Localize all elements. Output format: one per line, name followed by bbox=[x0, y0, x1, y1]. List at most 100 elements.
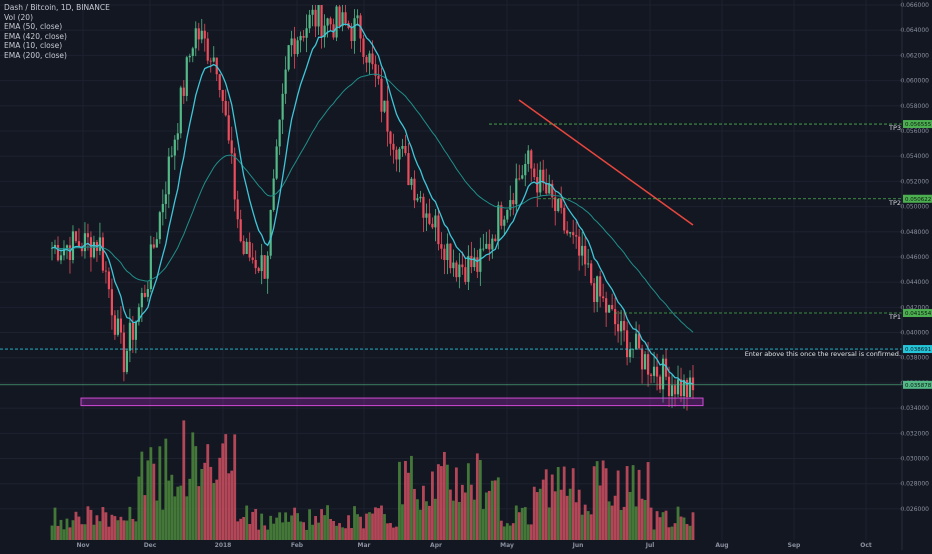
volume-bar bbox=[652, 529, 656, 540]
candle-body bbox=[338, 6, 341, 27]
legend-ema10[interactable]: EMA (10, close) bbox=[4, 41, 63, 51]
candle-body bbox=[77, 241, 81, 248]
volume-bar bbox=[344, 528, 347, 540]
candle-body bbox=[386, 100, 389, 132]
volume-bar bbox=[155, 500, 159, 540]
y-tick-label: 0.058000 bbox=[900, 103, 929, 110]
volume-bar bbox=[589, 514, 593, 540]
volume-bar bbox=[278, 512, 282, 540]
volume-bar bbox=[107, 526, 111, 540]
candle-body bbox=[356, 15, 359, 19]
candle-body bbox=[596, 276, 599, 303]
volume-bar bbox=[164, 438, 168, 540]
candle-body bbox=[80, 247, 84, 252]
volume-bar bbox=[362, 528, 365, 540]
volume-bar bbox=[655, 511, 659, 540]
y-tick-label: 0.042000 bbox=[900, 304, 929, 311]
candle-body bbox=[230, 140, 233, 154]
candle-body bbox=[185, 57, 188, 96]
legend-ema50[interactable]: EMA (50, close) bbox=[4, 22, 63, 32]
volume-bar bbox=[116, 520, 120, 540]
x-tick-label: Dec bbox=[144, 542, 157, 549]
candle-body bbox=[593, 283, 596, 303]
candle-body bbox=[542, 169, 545, 183]
volume-bar bbox=[119, 516, 123, 540]
y-tick-label: 0.064000 bbox=[900, 27, 929, 34]
candle-body bbox=[401, 145, 404, 149]
volume-bar bbox=[131, 518, 135, 540]
volume-bar bbox=[496, 477, 500, 540]
volume-bar bbox=[392, 527, 395, 540]
x-tick-label: Jul bbox=[645, 542, 655, 549]
volume-bar bbox=[95, 515, 99, 540]
volume-bar bbox=[562, 466, 566, 540]
volume-bar bbox=[416, 499, 419, 540]
tp-price-tag-text: 0.041554 bbox=[905, 311, 932, 317]
candle-body bbox=[353, 18, 356, 42]
volume-bar bbox=[493, 480, 497, 540]
candle-body bbox=[299, 35, 302, 41]
candle-body bbox=[152, 244, 155, 248]
time-axis[interactable]: Nov Dec 2018 Feb Mar Apr May Jun Jul Aug Sep Oct bbox=[76, 542, 871, 549]
candle-body bbox=[602, 296, 605, 299]
volume-bar bbox=[526, 524, 530, 540]
volume-bar bbox=[613, 495, 617, 540]
volume-bar bbox=[251, 511, 255, 540]
candle-body bbox=[194, 28, 197, 49]
candle-body bbox=[71, 231, 75, 260]
volume-bar bbox=[559, 489, 563, 540]
legend-ema200[interactable]: EMA (200, close) bbox=[4, 50, 67, 60]
legend-symbol[interactable]: Dash / Bitcoin, 1D, BINANCE bbox=[4, 3, 110, 12]
candle-body bbox=[110, 289, 114, 316]
y-tick-label: 0.050000 bbox=[900, 204, 929, 211]
volume-bar bbox=[529, 524, 533, 540]
candle-body bbox=[416, 198, 419, 201]
volume-bar bbox=[457, 501, 461, 540]
candle-body bbox=[407, 153, 410, 186]
volume-bar bbox=[377, 508, 380, 540]
candle-body bbox=[515, 178, 518, 205]
candle-body bbox=[107, 271, 111, 290]
volume-bar bbox=[577, 489, 581, 540]
volume-bar bbox=[386, 523, 389, 540]
volume-bar bbox=[631, 465, 635, 540]
volume-bar bbox=[431, 471, 434, 540]
candle-body bbox=[667, 376, 671, 397]
candle-body bbox=[670, 385, 674, 397]
tp-label: TP1 bbox=[888, 313, 901, 321]
y-tick-label: 0.026000 bbox=[900, 506, 929, 513]
candle-body bbox=[122, 332, 125, 373]
candle-body bbox=[557, 199, 560, 212]
candle-body bbox=[320, 5, 323, 38]
ema-lines bbox=[51, 23, 694, 385]
volume-bar bbox=[395, 526, 398, 540]
volume-bar bbox=[347, 515, 350, 540]
price-axis[interactable]: 0.066000 0.064000 0.062000 0.060000 0.058000… bbox=[900, 0, 932, 550]
volume-bar bbox=[454, 467, 458, 540]
candle-body bbox=[503, 219, 506, 226]
candle-body bbox=[218, 74, 221, 91]
candle-body bbox=[569, 232, 572, 234]
volume-bar bbox=[619, 509, 623, 540]
candle-body bbox=[464, 267, 467, 282]
volume-bar bbox=[688, 525, 692, 540]
volume-bar bbox=[74, 511, 78, 540]
volume-bar bbox=[365, 513, 368, 540]
y-tick-label: 0.054000 bbox=[900, 153, 929, 160]
volume-bar bbox=[601, 460, 605, 540]
candle-body bbox=[167, 156, 170, 195]
volume-bar bbox=[475, 453, 479, 540]
volume-bar bbox=[110, 514, 114, 540]
volume-bar bbox=[104, 512, 108, 540]
volume-bar bbox=[383, 514, 386, 540]
candle-body bbox=[182, 87, 185, 96]
volume-bar bbox=[532, 486, 536, 540]
candle-body bbox=[278, 119, 281, 147]
volume-bar bbox=[547, 507, 551, 540]
volume-bar bbox=[568, 488, 572, 540]
x-tick-label: Apr bbox=[430, 542, 442, 549]
legend-vol[interactable]: Vol (20) bbox=[4, 12, 34, 22]
legend-ema420[interactable]: EMA (420, close) bbox=[4, 31, 67, 41]
